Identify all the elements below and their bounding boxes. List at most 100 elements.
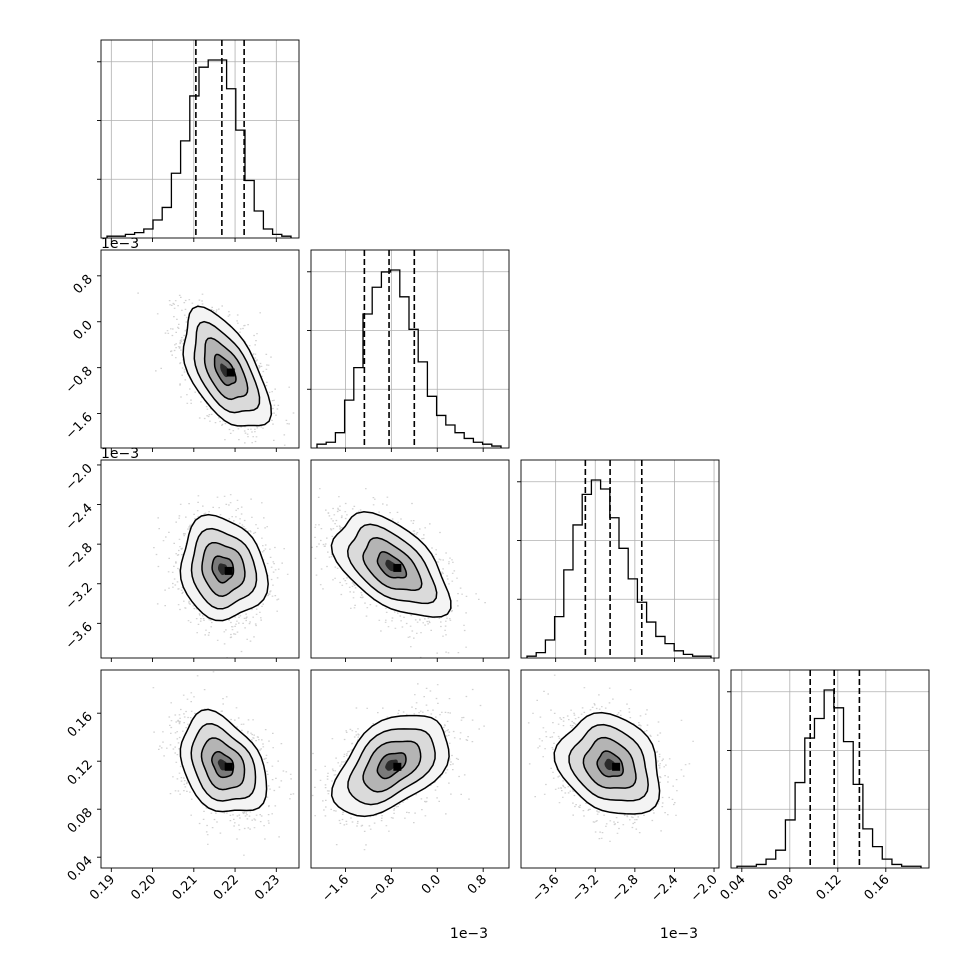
x-offset-label: 1e−3 [660,926,698,942]
panel-content [152,671,295,856]
contour-line [347,728,436,806]
pair-panel-3-0 [100,669,300,869]
contour-line [179,708,268,813]
panel-content [311,683,485,851]
x-tick-label: 0.22 [211,872,242,903]
contour-line [211,555,235,584]
y-tick-label: −2.8 [63,540,96,573]
contour-line [193,320,261,414]
contour-line [596,750,624,778]
panel-frame [520,459,720,659]
y-tick-label: 0.0 [71,318,96,343]
contour-line [190,723,257,802]
density-peak [224,566,233,575]
diag-panel-2 [517,459,720,659]
panel-background [101,40,299,238]
x-tick-label: 0.23 [252,872,283,903]
x-tick-label: 0.8 [465,872,490,897]
density-peak [612,762,621,771]
x-tick-label: −2.0 [688,872,721,905]
x-tick-label: 0.21 [170,872,201,903]
panel-frame [310,249,510,449]
x-tick-label: 0.0 [419,872,444,897]
x-tick-label: 0.20 [128,872,159,903]
panel-frame [100,39,300,239]
x-tick-label: 0.16 [862,872,893,903]
diag-panel-1 [307,249,510,449]
pair-panel-3-2 [520,669,720,869]
panel-frame [520,669,720,869]
contour-line [213,353,237,387]
panel-content [527,674,694,842]
y-tick-label: 0.8 [71,272,96,297]
contour-line [200,737,246,791]
contour-line [582,736,637,789]
contour-line [330,511,452,618]
panel-frame [100,459,300,659]
contour-line [330,714,450,818]
density-fill [385,759,398,771]
y-tick-label: −1.6 [63,410,96,443]
density-peak [226,368,235,377]
pair-panel-2-0 [100,459,300,659]
x-tick-label: −1.6 [319,872,352,905]
x-tick-label: 0.12 [814,872,845,903]
density-peak [393,762,402,771]
contour-line [201,541,246,597]
histogram-step [316,269,502,448]
x-tick-label: 0.08 [766,872,797,903]
y-offset-label: 1e−3 [101,446,139,462]
diag-panel-0 [97,39,300,239]
panel-background [521,460,719,658]
contour-line [362,537,423,591]
density-peak [393,563,402,572]
scatter-points [152,671,295,856]
x-tick-label: −3.2 [569,872,602,905]
panel-frame [310,459,510,659]
x-tick-label: −2.8 [609,872,642,905]
x-offset-label: 1e−3 [450,926,488,942]
histogram-step [526,479,712,658]
y-offset-label: 1e−3 [101,236,139,252]
contour-line [553,711,661,815]
contour-line [376,551,408,579]
x-tick-label: −0.8 [365,872,398,905]
contour-line [568,723,649,802]
panel-content [153,494,289,658]
pair-panel-3-1 [310,669,510,869]
contour-line [346,523,438,605]
panel-frame [100,669,300,869]
contour-line [182,305,273,427]
y-tick-label: 0.12 [65,757,96,788]
y-tick-label: −3.2 [63,580,96,613]
pair-panel-1-0 [100,249,300,449]
panel-background [311,250,509,448]
panel-frame [100,249,300,449]
x-tick-label: −2.4 [648,872,681,905]
contour-line [362,740,422,793]
pair-panel-2-1 [310,459,510,659]
panel-content [311,488,486,658]
y-tick-label: −2.4 [63,501,96,534]
panel-background [731,670,929,868]
diag-panel-3 [727,669,930,869]
panel-frame [730,669,930,869]
contour-line [376,752,407,780]
histogram-step [736,689,922,868]
y-tick-label: 0.16 [65,709,96,740]
y-tick-label: −3.6 [63,620,96,653]
x-tick-label: 0.19 [87,872,118,903]
x-tick-label: −3.6 [529,872,562,905]
x-tick-label: 0.04 [718,872,749,903]
panel-content [137,292,295,446]
y-tick-label: 0.08 [65,805,96,836]
contour-line [190,527,258,610]
density-peak [224,762,233,771]
panel-frame [310,669,510,869]
y-tick-label: −2.0 [63,461,96,494]
contour-line [203,337,249,401]
contour-line [179,513,269,622]
histogram-step [106,59,292,238]
contour-line [211,750,235,779]
